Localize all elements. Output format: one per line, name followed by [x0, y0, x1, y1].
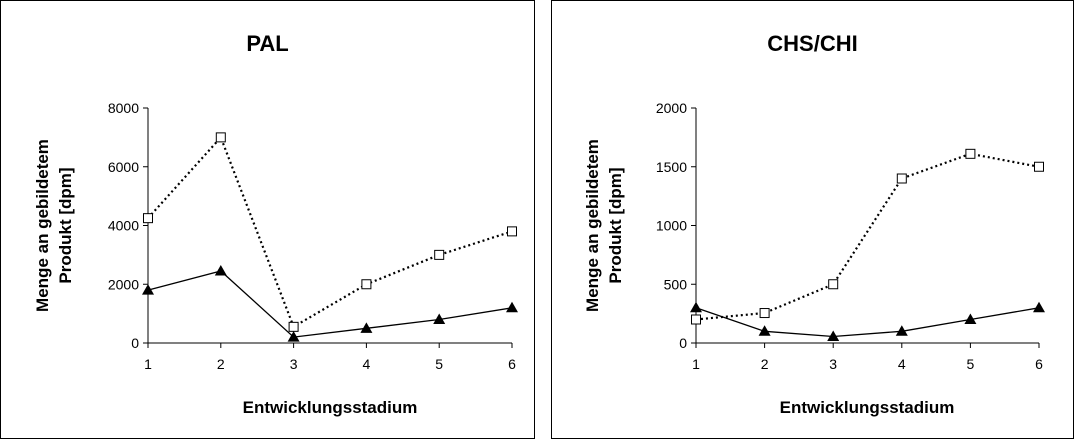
x-tick-label: 1 [692, 356, 700, 372]
data-point-square [1034, 161, 1044, 172]
y-axis-title: Produkt [dpm] [606, 167, 625, 283]
data-point-triangle [287, 331, 300, 342]
data-point-square [759, 308, 770, 319]
y-tick-label: 500 [664, 276, 688, 292]
x-tick-label: 3 [290, 356, 298, 372]
data-point-triangle [360, 322, 373, 333]
x-tick-label: 2 [217, 356, 225, 372]
data-point-square [691, 314, 701, 325]
data-point-triangle [895, 325, 908, 336]
y-tick-label: 2000 [656, 100, 687, 116]
y-axis-title: Menge an gebildetem [583, 139, 602, 312]
y-tick-label: 1500 [656, 159, 687, 175]
series-line-2 [147, 270, 513, 338]
chart-panel-pal: PAL 0 2000 4000 6000 8000 1 2 3 4 5 6 Entwicklungss… [0, 0, 535, 439]
data-point-square [143, 213, 153, 224]
y-tick-label: 0 [131, 335, 139, 351]
y-tick-label: 4000 [108, 218, 139, 234]
x-tick-label: 2 [761, 356, 769, 372]
data-point-triangle [506, 301, 518, 313]
data-point-square [288, 321, 299, 332]
x-tick-label: 1 [144, 356, 152, 372]
data-point-triangle [433, 313, 446, 324]
series-line-1 [147, 135, 513, 329]
data-point-triangle [964, 313, 977, 324]
series-line-1 [695, 152, 1040, 321]
x-tick-label: 6 [508, 356, 516, 372]
data-point-square [507, 226, 517, 237]
data-point-triangle [758, 325, 771, 336]
chart-plot-pal: 0 2000 4000 6000 8000 1 2 3 4 5 6 Entwicklungsstadi… [33, 100, 518, 417]
data-point-square [965, 148, 976, 159]
data-point-square [828, 279, 839, 290]
chart-panel-chs-chi: CHS/CHI 0 500 1000 1500 2000 1 2 3 4 5 6 Entwicklun… [551, 0, 1074, 439]
data-point-triangle [142, 284, 154, 295]
x-axis-title: Entwicklungsstadium [780, 398, 955, 417]
data-point-square [434, 249, 445, 260]
x-tick-label: 3 [829, 356, 837, 372]
y-tick-label: 8000 [108, 100, 139, 116]
x-tick-label: 4 [898, 356, 906, 372]
data-point-square [361, 279, 372, 290]
data-point-triangle [214, 265, 227, 276]
data-point-triangle [827, 330, 840, 342]
chart-plot-chs-chi: 0 500 1000 1500 2000 1 2 3 4 5 6 Entwicklungsstadiu… [583, 100, 1045, 417]
x-tick-label: 4 [363, 356, 371, 372]
chart-title: CHS/CHI [767, 31, 858, 56]
y-tick-label: 6000 [108, 159, 139, 175]
x-tick-label: 6 [1035, 356, 1043, 372]
data-point-triangle [690, 301, 702, 313]
data-point-triangle [1033, 301, 1045, 313]
data-point-square [215, 132, 226, 143]
x-axis-title: Entwicklungsstadium [243, 398, 418, 417]
x-tick-label: 5 [435, 356, 443, 372]
y-tick-label: 2000 [108, 276, 139, 292]
y-tick-label: 1000 [656, 218, 687, 234]
y-axis-title: Menge an gebildetem [33, 139, 52, 312]
y-tick-label: 0 [679, 335, 687, 351]
y-axis-title: Produkt [dpm] [56, 167, 75, 283]
data-point-square [896, 173, 907, 184]
chart-title: PAL [246, 31, 289, 56]
series-line-2 [695, 307, 1040, 338]
x-tick-label: 5 [967, 356, 975, 372]
